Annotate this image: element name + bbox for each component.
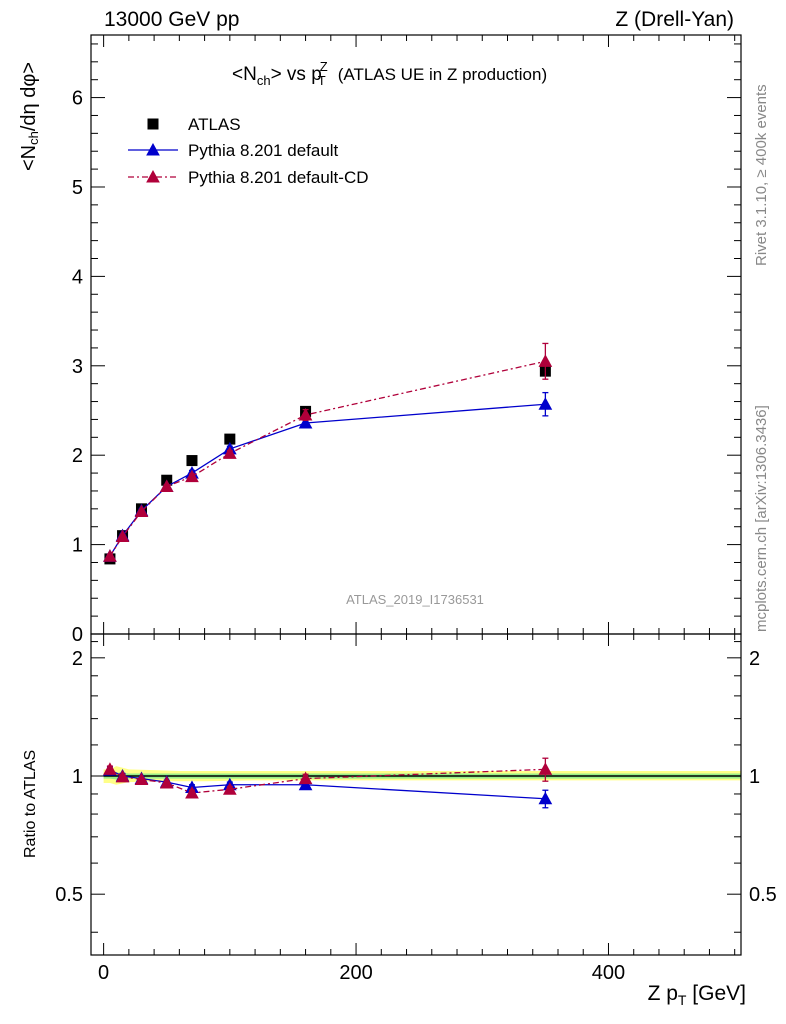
- ratio-pythia-default-cd-point: [538, 762, 553, 775]
- pythia-default-cd-point: [159, 479, 174, 492]
- ratio-y-tick-label: 0.5: [55, 884, 83, 906]
- y-tick-label: 1: [72, 535, 83, 557]
- ratio-panel: 0 200 400 0.5 0.5 1 1 2 2: [55, 633, 777, 984]
- pythia-default-point: [298, 415, 313, 429]
- ratio-y-tick-label: 2: [72, 648, 83, 670]
- ratio-pythia-default-cd-point: [185, 785, 199, 799]
- header-left: 13000 GeV pp: [104, 8, 240, 31]
- legend-label: Pythia 8.201 default: [188, 141, 339, 160]
- pythia-default-cd-point: [538, 354, 553, 367]
- pythia-default-line: [109, 403, 546, 557]
- x-tick-label: 200: [339, 962, 372, 984]
- ratio-pythia-default-cd-point: [134, 772, 149, 785]
- ratio-y-tick-label-right: 2: [749, 648, 760, 670]
- pythia-default-point: [538, 397, 553, 410]
- main-panel: 0 1 2 3 4 5 6: [72, 34, 742, 955]
- y-tick-label: 3: [72, 356, 83, 378]
- y-tick-label: 4: [72, 266, 83, 288]
- ratio-pythia-default-cd-point: [159, 775, 174, 789]
- ratio-y-tick-label-right: 0.5: [749, 884, 777, 906]
- ratio-pythia-default-cd-point: [103, 762, 117, 775]
- x-axis-label: Z pT [GeV]: [647, 982, 746, 1009]
- pythia-default-cd-point: [134, 504, 149, 518]
- ratio-pythia-default-cd-point: [115, 769, 130, 783]
- header-right: Z (Drell-Yan): [615, 8, 734, 31]
- x-tick-label: 400: [592, 962, 625, 984]
- legend-label: Pythia 8.201 default-CD: [188, 168, 369, 187]
- legend-pythia-default-marker: [146, 142, 160, 156]
- pythia-default-cd-point: [103, 549, 117, 562]
- legend-atlas-marker: [147, 118, 159, 130]
- ratio-frame: [90, 633, 742, 956]
- analysis-id-label: ATLAS_2019_I1736531: [346, 592, 484, 607]
- legend-label: ATLAS: [188, 115, 241, 134]
- pythia-default-cd-line: [109, 360, 546, 557]
- y-tick-label: 0: [72, 624, 83, 646]
- x-tick-label: 0: [98, 962, 109, 984]
- chart-title: <Nch> vs pZT (ATLAS UE in Z production): [232, 58, 548, 88]
- y-tick-label: 6: [72, 88, 83, 110]
- atlas-data-point: [186, 455, 198, 467]
- ratio-y-tick-label: 1: [72, 766, 83, 788]
- ratio-pythia-default-cd-point: [222, 782, 237, 795]
- pythia-default-cd-point: [185, 469, 199, 483]
- y-tick-label: 2: [72, 445, 83, 467]
- legend: ATLAS Pythia 8.201 default Pythia 8.201 de…: [128, 115, 369, 187]
- ratio-pythia-default-point: [538, 791, 553, 805]
- pythia-default-cd-point: [115, 529, 130, 543]
- ratio-y-tick-label-right: 1: [749, 766, 760, 788]
- atlas-data-point: [224, 433, 236, 445]
- y-tick-label: 5: [72, 177, 83, 199]
- legend-pythia-default-cd-marker: [146, 169, 160, 183]
- ratio-pythia-default-point: [298, 777, 313, 791]
- ratio-pythia-default-cd-point: [298, 771, 313, 785]
- pythia-default-cd-point: [222, 446, 237, 459]
- pythia-default-cd-point: [298, 407, 313, 421]
